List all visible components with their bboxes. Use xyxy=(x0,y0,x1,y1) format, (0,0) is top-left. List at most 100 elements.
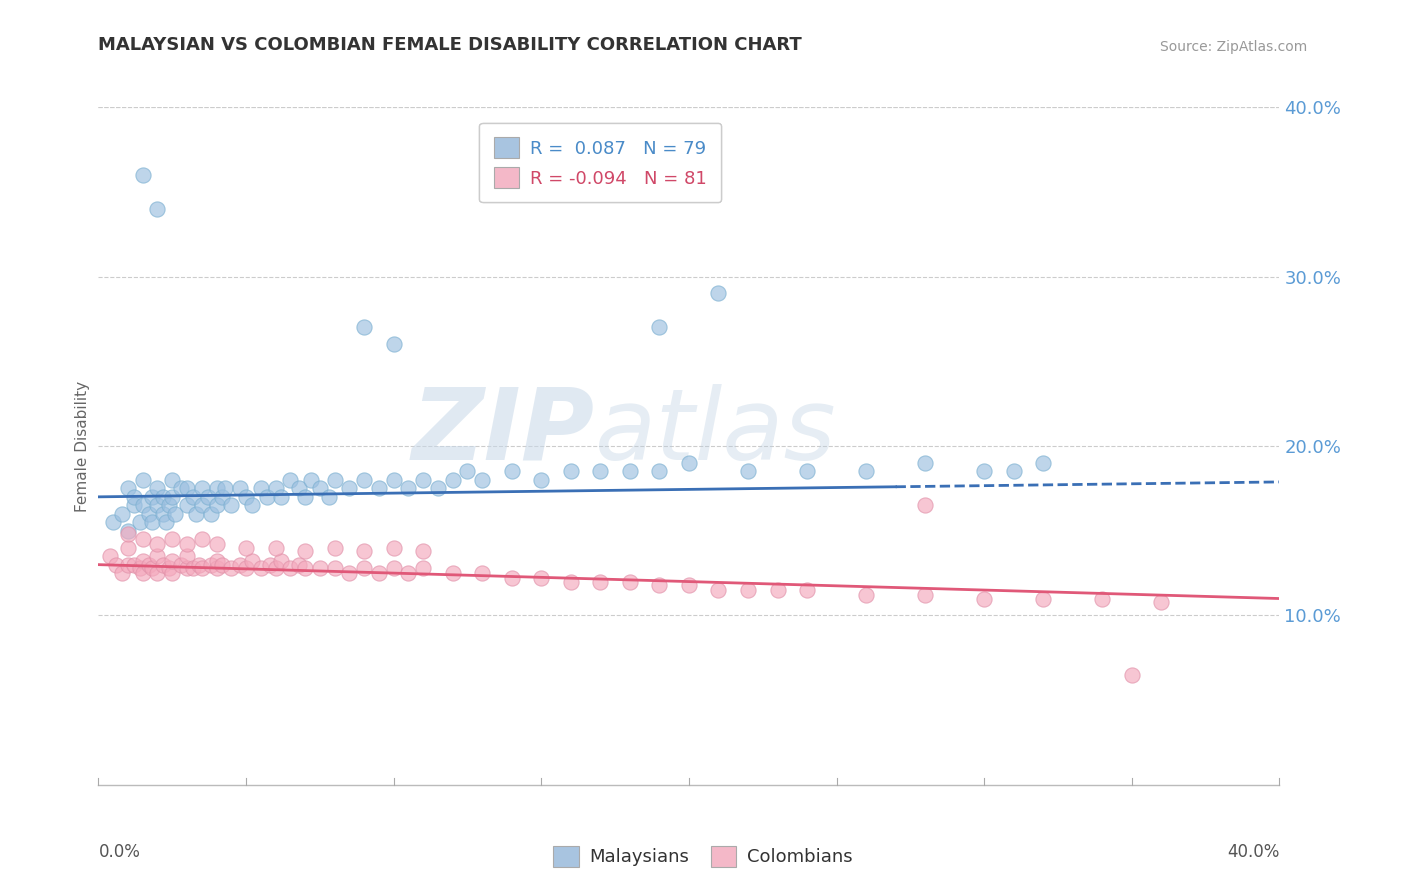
Point xyxy=(117,527,139,541)
Point xyxy=(221,561,243,575)
Point xyxy=(309,561,332,575)
Point xyxy=(288,558,311,572)
Point xyxy=(648,464,671,478)
Point xyxy=(855,588,877,602)
Point xyxy=(382,541,405,555)
Point xyxy=(299,473,322,487)
Text: ZIP: ZIP xyxy=(412,384,595,481)
Point xyxy=(250,482,273,496)
Point xyxy=(441,473,464,487)
Point xyxy=(111,566,134,581)
Point xyxy=(501,464,523,478)
Point xyxy=(294,544,316,558)
Point xyxy=(270,490,292,504)
Point xyxy=(235,561,257,575)
Point xyxy=(589,464,612,478)
Point xyxy=(353,544,375,558)
Point xyxy=(205,554,228,568)
Point xyxy=(368,482,391,496)
Point xyxy=(914,588,936,602)
Point xyxy=(176,561,198,575)
Point xyxy=(382,561,405,575)
Point xyxy=(259,558,281,572)
Point xyxy=(162,566,183,581)
Point xyxy=(122,490,145,504)
Point xyxy=(165,507,187,521)
Point xyxy=(146,498,169,512)
Point xyxy=(229,558,252,572)
Point xyxy=(619,464,641,478)
Point xyxy=(138,507,160,521)
Point xyxy=(132,168,155,182)
Point xyxy=(280,561,302,575)
Point xyxy=(221,498,243,512)
Point xyxy=(235,541,257,555)
Point xyxy=(280,473,302,487)
Point xyxy=(229,482,252,496)
Point xyxy=(288,482,311,496)
Point xyxy=(205,537,228,551)
Point xyxy=(146,566,169,581)
Point xyxy=(339,482,361,496)
Point xyxy=(914,498,936,512)
Point xyxy=(250,561,273,575)
Point xyxy=(412,561,434,575)
Point xyxy=(103,515,125,529)
Point xyxy=(318,490,340,504)
Point xyxy=(146,537,169,551)
Point xyxy=(796,583,818,598)
Point xyxy=(146,202,169,216)
Point xyxy=(184,507,207,521)
Point xyxy=(157,561,180,575)
Point xyxy=(191,482,214,496)
Point xyxy=(707,286,730,301)
Point xyxy=(141,515,163,529)
Point xyxy=(235,490,257,504)
Point xyxy=(122,558,145,572)
Point xyxy=(1002,464,1025,478)
Text: Source: ZipAtlas.com: Source: ZipAtlas.com xyxy=(1160,39,1308,54)
Point xyxy=(323,541,346,555)
Point xyxy=(205,561,228,575)
Point xyxy=(132,473,155,487)
Point xyxy=(117,558,139,572)
Point xyxy=(501,571,523,585)
Point xyxy=(323,473,346,487)
Point xyxy=(323,561,346,575)
Point xyxy=(176,549,198,564)
Point xyxy=(619,574,641,589)
Text: 0.0%: 0.0% xyxy=(98,843,141,861)
Point xyxy=(530,473,553,487)
Point xyxy=(737,464,759,478)
Point xyxy=(162,554,183,568)
Point xyxy=(181,490,204,504)
Point xyxy=(187,558,209,572)
Point xyxy=(560,464,582,478)
Point xyxy=(170,558,193,572)
Point xyxy=(200,507,222,521)
Point xyxy=(264,561,287,575)
Point xyxy=(309,482,332,496)
Point xyxy=(152,507,174,521)
Point xyxy=(412,544,434,558)
Point xyxy=(264,482,287,496)
Point xyxy=(294,561,316,575)
Point xyxy=(117,482,139,496)
Point xyxy=(398,482,420,496)
Point xyxy=(240,498,263,512)
Point xyxy=(457,464,479,478)
Point xyxy=(560,574,582,589)
Point xyxy=(353,320,375,334)
Point xyxy=(796,464,818,478)
Point xyxy=(240,554,263,568)
Text: atlas: atlas xyxy=(595,384,837,481)
Point xyxy=(132,532,155,546)
Point xyxy=(117,541,139,555)
Point xyxy=(191,498,214,512)
Point xyxy=(141,490,163,504)
Point xyxy=(1121,667,1143,681)
Point xyxy=(162,490,183,504)
Legend: R =  0.087   N = 79, R = -0.094   N = 81: R = 0.087 N = 79, R = -0.094 N = 81 xyxy=(479,123,721,202)
Legend: Malaysians, Colombians: Malaysians, Colombians xyxy=(546,838,860,874)
Point xyxy=(170,482,193,496)
